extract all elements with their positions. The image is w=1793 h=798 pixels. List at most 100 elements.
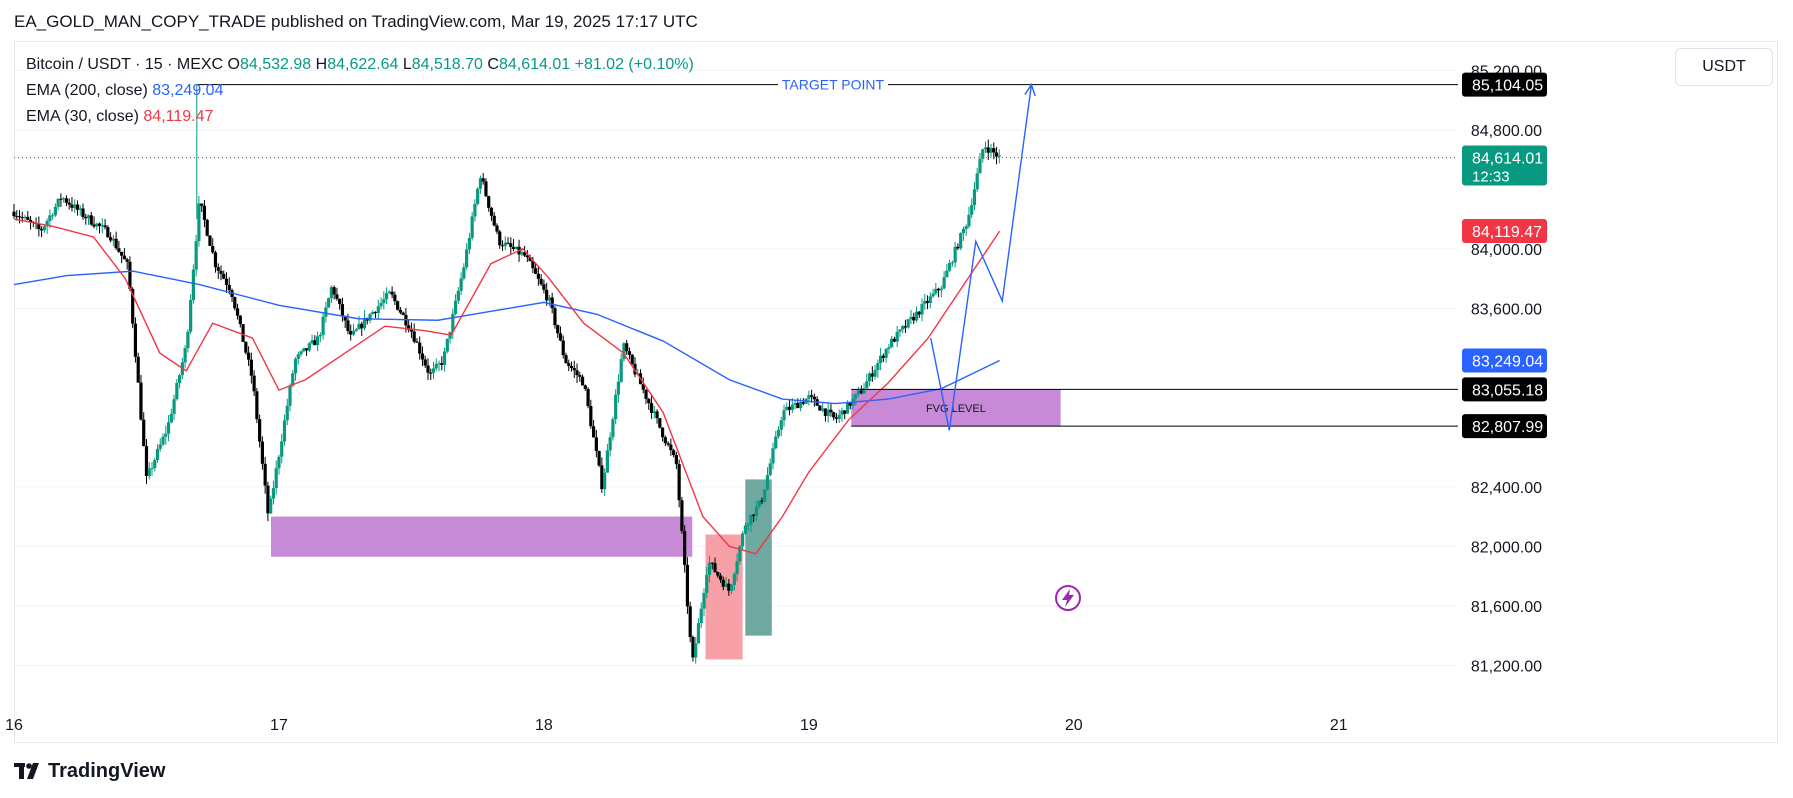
lightning-icon[interactable] (1055, 585, 1081, 611)
candle-body (233, 297, 237, 309)
legend-ema200-label: EMA (200, close) (26, 82, 148, 99)
target-label: TARGET POINT (782, 77, 885, 93)
legend-symbol[interactable]: Bitcoin / USDT · 15 · MEXC (26, 56, 224, 73)
legend-high: 84,622.64 (327, 56, 399, 73)
tradingview-logo-icon (14, 763, 39, 779)
legend-ema200-row[interactable]: EMA (200, close) 83,249.04 (26, 78, 694, 104)
candle-body (821, 408, 825, 411)
candle-body (622, 343, 626, 360)
x-tick-label: 17 (270, 717, 288, 734)
candle-body (51, 215, 55, 217)
candle-body (346, 320, 350, 331)
candle-body (583, 385, 587, 389)
candle-body (172, 399, 176, 414)
candle-body (484, 181, 488, 197)
candle-body (271, 488, 276, 499)
y-tick-label: 82,000.00 (1471, 539, 1542, 556)
candle-body (329, 287, 333, 299)
currency-button[interactable]: USDT (1675, 48, 1773, 86)
candle-body (834, 417, 839, 419)
x-tick-label: 16 (5, 717, 23, 734)
y-tick-label: 84,000.00 (1471, 242, 1542, 259)
candle-body (983, 147, 988, 150)
candle-body (859, 390, 863, 394)
candle-body (133, 323, 138, 357)
candle-body (249, 359, 253, 376)
candle-body (125, 259, 129, 262)
candle-body (335, 294, 339, 299)
candle-body (360, 323, 364, 329)
candle-body (906, 319, 910, 328)
candle-body (688, 606, 692, 637)
candle-body (934, 288, 938, 294)
candle-body (536, 273, 540, 279)
candle-body (426, 365, 430, 373)
candle-body (166, 422, 171, 434)
candle-body (616, 381, 621, 395)
y-tick-label: 82,400.00 (1471, 480, 1542, 497)
candle-body (840, 410, 844, 415)
candle-body (313, 340, 317, 346)
candle-body (393, 294, 397, 302)
price-label-box (1462, 348, 1547, 373)
price-label-box (1462, 219, 1547, 244)
candle-body (169, 413, 173, 423)
candle-body (476, 188, 480, 204)
legend-ohlc-row: Bitcoin / USDT · 15 · MEXC O84,532.98 H8… (26, 52, 694, 78)
candle-body (357, 323, 361, 330)
candle-body (131, 288, 135, 324)
candle-body (67, 202, 71, 205)
candle-body (743, 525, 747, 534)
price-label-box (1462, 72, 1547, 97)
candle-body (111, 238, 115, 241)
legend-ema200-value: 83,249.04 (152, 82, 224, 99)
candle-body (462, 267, 466, 279)
candle-body (415, 341, 419, 343)
candle-body (729, 584, 734, 591)
candle-body (887, 347, 891, 349)
candle-body (420, 353, 425, 360)
candle-body (307, 343, 311, 351)
candle-body (492, 215, 496, 226)
candle-body (542, 284, 546, 290)
candle-body (765, 475, 770, 490)
price-label-text: 82,807.99 (1472, 419, 1543, 436)
candle-body (285, 405, 289, 421)
candle-body (500, 245, 505, 247)
price-label-box (1462, 145, 1547, 186)
candle-body (332, 287, 336, 295)
candle-body (509, 243, 513, 247)
candle-body (431, 368, 436, 373)
candle-body (219, 270, 223, 274)
candle-body (647, 398, 651, 404)
candle-body (208, 235, 212, 246)
candle-body (603, 472, 607, 490)
candle-body (20, 217, 24, 219)
candle-body (876, 363, 880, 371)
candle-body (699, 608, 703, 624)
candle-body (666, 443, 670, 445)
candle-body (798, 402, 803, 409)
candle-body (37, 223, 41, 230)
candle-body (164, 433, 168, 437)
candle-body (315, 336, 320, 346)
publish-line: EA_GOLD_MAN_COPY_TRADE published on Trad… (14, 12, 698, 31)
candle-body (936, 288, 941, 291)
candle-body (396, 301, 400, 310)
candle-body (136, 356, 140, 383)
candle-body (992, 148, 996, 153)
candle-body (56, 198, 60, 207)
candle-body (15, 216, 19, 218)
candle-body (108, 237, 113, 241)
candle-body (564, 355, 568, 364)
candle-body (200, 203, 204, 206)
candle-body (746, 524, 750, 526)
price-label-box (1462, 377, 1547, 402)
footer-brand[interactable]: TradingView (48, 760, 166, 782)
legend-c-label: C (487, 56, 499, 73)
candle-body (467, 238, 471, 250)
candle-body (760, 500, 764, 502)
legend-ema30-row[interactable]: EMA (30, close) 84,119.47 (26, 104, 694, 130)
y-tick-label: 81,600.00 (1471, 599, 1542, 616)
